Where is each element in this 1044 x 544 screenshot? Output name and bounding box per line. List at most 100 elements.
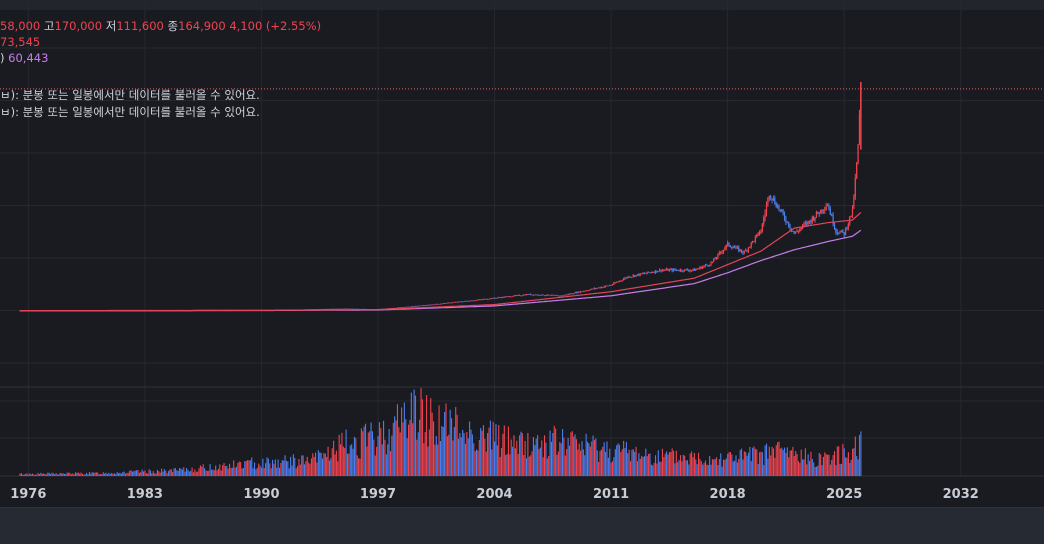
candle-body	[348, 308, 350, 310]
candle-body	[527, 294, 529, 296]
candle-body	[706, 264, 708, 266]
volume-bar	[170, 469, 172, 476]
candle-body	[575, 292, 577, 294]
candle-body	[677, 269, 679, 271]
volume-bar	[845, 457, 847, 476]
candle-body	[561, 295, 564, 297]
volume-bar	[678, 460, 680, 476]
candle-body	[839, 231, 841, 234]
candle-body	[670, 269, 672, 270]
volume-bar	[366, 446, 368, 476]
candle-body	[788, 221, 790, 227]
candle-body	[681, 269, 683, 271]
candle-body	[814, 217, 816, 221]
volume-bar	[456, 414, 458, 476]
volume-bar	[630, 461, 632, 476]
volume-bar	[668, 452, 670, 476]
volume-bar	[191, 467, 193, 476]
volume-bar	[606, 441, 608, 476]
indicator-note: ㅂ): 분봉 또는 일봉에서만 데이터를 불러올 수 있어요.	[0, 88, 260, 102]
volume-bar	[262, 458, 264, 476]
volume-bar	[771, 446, 773, 476]
volume-bar	[285, 460, 287, 476]
candle-body	[566, 294, 568, 296]
volume-bar	[757, 464, 759, 476]
volume-bar	[664, 453, 666, 476]
volume-bar	[517, 453, 519, 476]
candle-body	[586, 290, 589, 292]
volume-bar	[446, 436, 448, 476]
price-chart[interactable]: 1976 1983 1990 1997 2004 2011 2018 2025 2032	[0, 0, 1044, 507]
volume-bar	[713, 459, 715, 476]
volume-bar	[814, 466, 816, 476]
volume-bar	[742, 459, 744, 476]
volume-bar	[131, 471, 133, 476]
volume-bar	[638, 453, 640, 476]
volume-bar	[541, 440, 543, 476]
volume-bar	[378, 422, 380, 476]
volume-bar	[634, 451, 636, 476]
candle-body	[507, 296, 510, 298]
volume-bar	[831, 459, 833, 476]
volume-bar	[571, 431, 573, 476]
volume-bar	[117, 473, 120, 476]
volume-bar	[44, 473, 46, 476]
candle-body	[478, 299, 480, 301]
volume-bar	[173, 468, 175, 476]
volume-bar	[406, 438, 408, 476]
volume-bar	[591, 441, 593, 476]
volume-bar	[457, 438, 460, 476]
volume-bar	[326, 456, 328, 476]
volume-bar	[806, 464, 808, 476]
candle-body	[781, 209, 783, 211]
candle-body	[427, 304, 429, 306]
candle-body	[464, 300, 466, 302]
volume-bar	[20, 473, 22, 476]
volume-bar	[115, 473, 117, 476]
volume-bar	[360, 428, 362, 476]
volume-bar	[277, 459, 279, 476]
volume-bar	[204, 468, 206, 476]
candle-body	[728, 242, 730, 246]
volume-bar	[825, 454, 827, 476]
candle-body	[492, 297, 494, 299]
volume-bar	[184, 471, 186, 476]
volume-bar	[179, 468, 181, 476]
volume-bar	[138, 472, 140, 476]
candle-body	[758, 232, 761, 234]
volume-bar	[857, 459, 859, 476]
candle-body	[495, 298, 497, 299]
volume-bar	[671, 448, 673, 476]
candle-body	[496, 297, 498, 299]
volume-bar	[172, 472, 174, 476]
candle-body	[774, 198, 776, 204]
volume-bar	[718, 459, 720, 476]
volume-bar	[513, 435, 515, 476]
candle-body	[639, 273, 641, 276]
volume-bar	[706, 464, 708, 476]
volume-bar	[201, 466, 203, 476]
volume-bar	[641, 455, 643, 476]
candle-body	[635, 274, 637, 277]
volume-bar	[677, 462, 679, 476]
volume-bar	[695, 459, 697, 476]
volume-bar	[388, 429, 390, 476]
volume-bar	[564, 455, 566, 476]
candle-body	[462, 301, 464, 303]
volume-bar	[478, 439, 480, 476]
volume-bar	[498, 425, 500, 476]
candle-body	[663, 270, 665, 271]
volume-bar	[652, 465, 654, 476]
candle-body	[825, 206, 827, 210]
candle-body	[524, 294, 526, 296]
volume-bar	[31, 473, 34, 476]
candle-body	[584, 290, 586, 292]
candle-body	[717, 253, 719, 258]
volume-bar	[437, 444, 439, 476]
volume-bar	[104, 473, 106, 476]
candle-body	[629, 276, 632, 278]
candle-body	[702, 266, 704, 269]
volume-bar	[828, 454, 830, 476]
volume-bar	[340, 444, 342, 476]
candle-body	[434, 304, 436, 306]
